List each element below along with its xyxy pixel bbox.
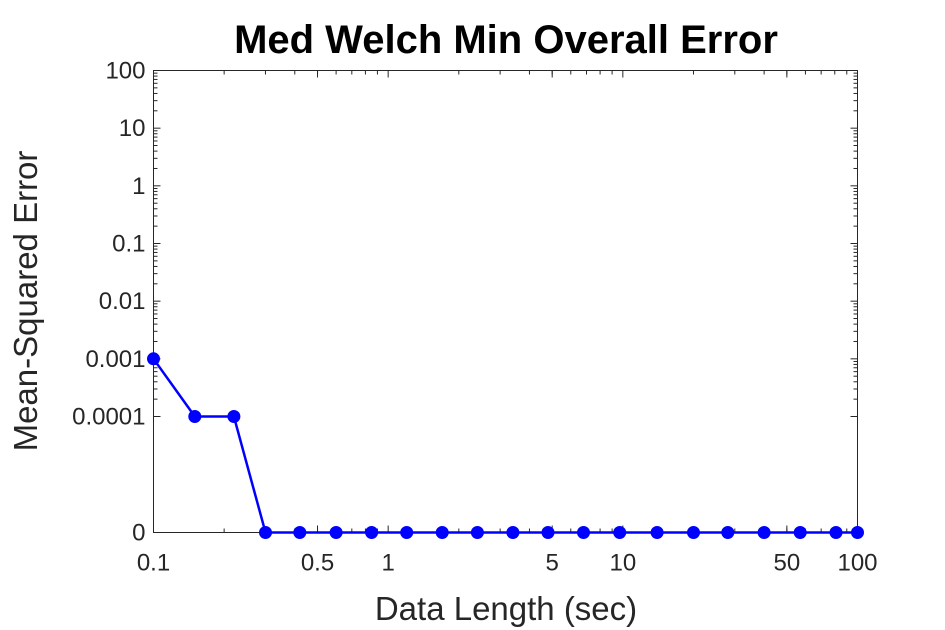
chart-title: Med Welch Min Overall Error (234, 18, 778, 62)
data-point (506, 526, 520, 539)
y-axis-label: Mean-Squared Error (7, 151, 44, 452)
data-point (851, 526, 864, 539)
y-tick-label: 10 (119, 115, 146, 142)
data-point (435, 526, 449, 539)
y-tick-label: 0.001 (85, 346, 145, 373)
data-point (365, 526, 379, 539)
y-axis: 0 0.0001 0.001 0.01 0.1 1 10 100 (72, 58, 858, 547)
data-point (613, 526, 627, 539)
y-tick-label: 0.0001 (72, 404, 145, 431)
data-point (541, 526, 555, 539)
x-axis: 0.1 0.5 1 5 10 50 100 (137, 70, 878, 577)
data-point (188, 410, 202, 423)
x-axis-label: Data Length (sec) (375, 590, 637, 627)
data-point (227, 410, 241, 423)
data-point (829, 526, 843, 539)
x-tick-label: 5 (546, 550, 559, 577)
data-point (793, 526, 807, 539)
y-tick-label: 0 (132, 520, 145, 547)
data-point (147, 352, 160, 366)
series-line (152, 358, 858, 534)
plot-area (153, 70, 858, 533)
x-tick-label: 0.5 (301, 550, 334, 577)
y-tick-label: 1 (132, 173, 145, 200)
data-point (400, 526, 414, 539)
data-point (577, 526, 590, 539)
data-point (259, 526, 272, 539)
series-layer (147, 352, 864, 539)
y-tick-label: 0.1 (112, 231, 145, 258)
x-tick-label: 50 (774, 550, 801, 577)
x-tick-label: 1 (381, 550, 394, 577)
x-tick-label: 100 (837, 550, 877, 577)
x-tick-label: 0.1 (137, 550, 170, 577)
x-tick-label: 10 (609, 550, 636, 577)
data-point (721, 526, 735, 539)
y-tick-label: 0.01 (99, 288, 146, 315)
data-point (687, 526, 700, 539)
y-tick-label: 100 (105, 58, 145, 85)
data-point (329, 526, 343, 539)
data-point (757, 526, 771, 539)
data-point (293, 526, 307, 539)
data-point (650, 526, 664, 539)
data-point (470, 526, 484, 539)
